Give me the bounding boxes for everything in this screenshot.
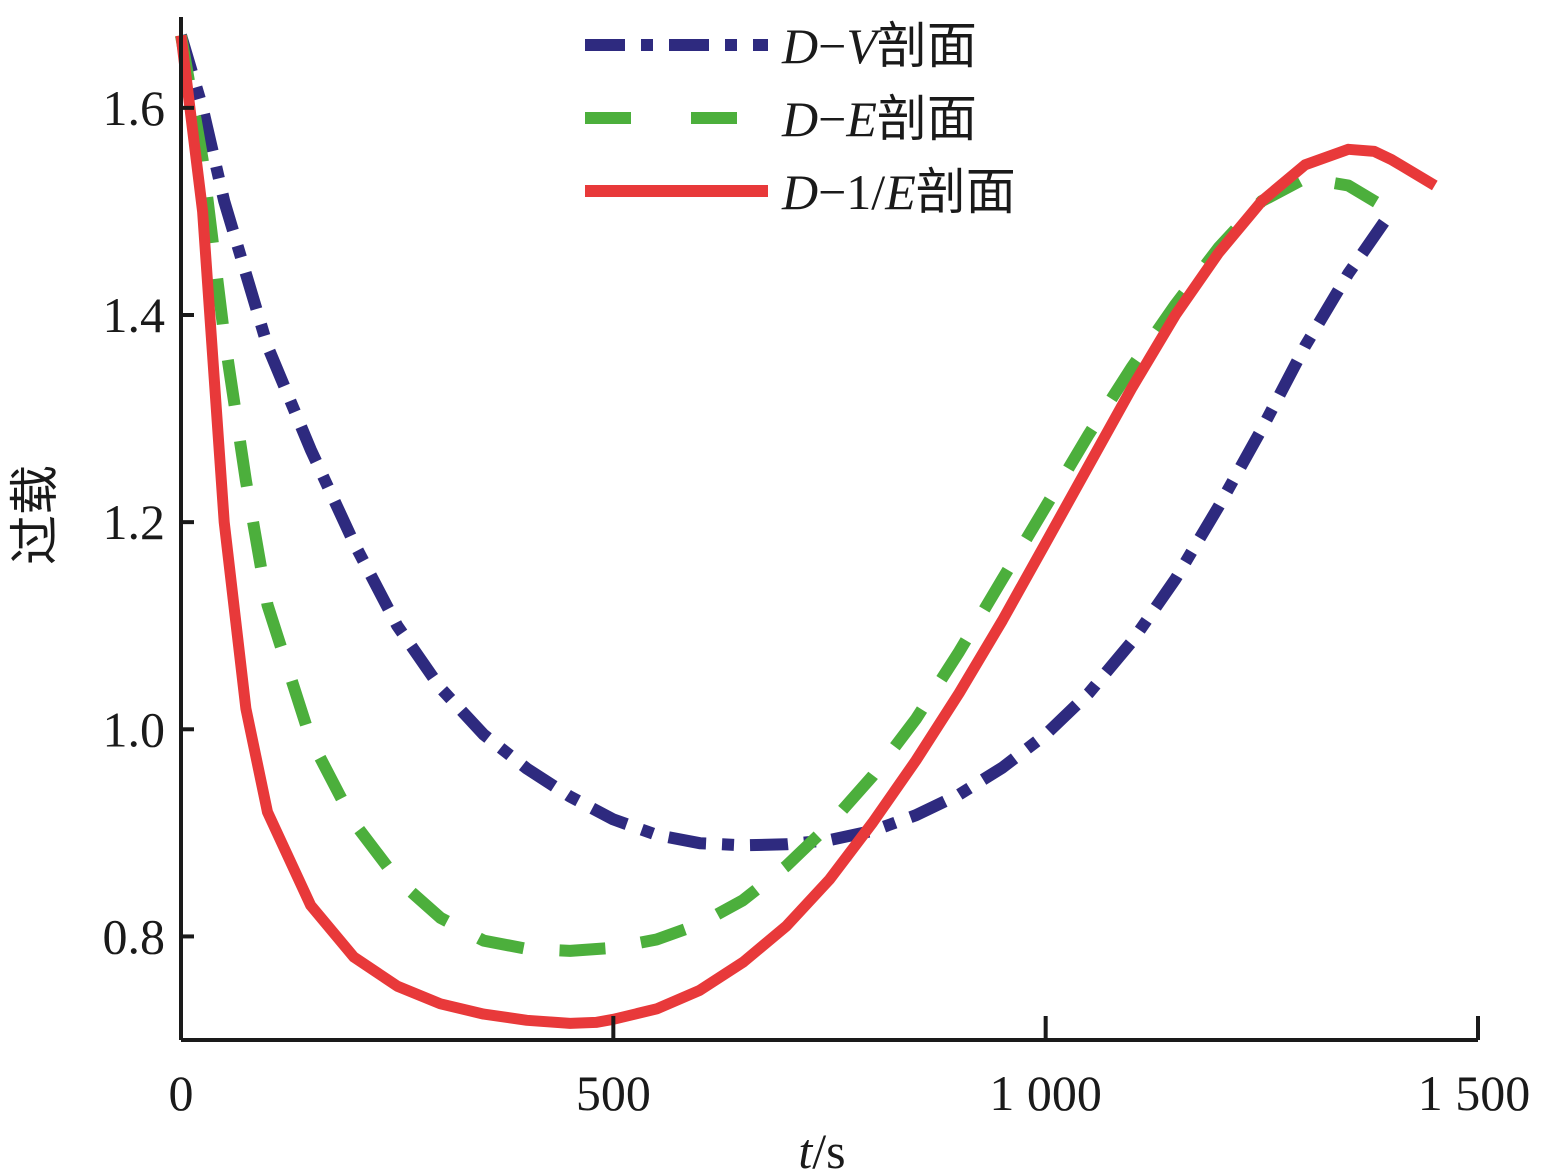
series-line-3 (175, 34, 1438, 1029)
y-tick-label: 0.8 (103, 908, 166, 964)
legend-label-3: D−1/E剖面 (781, 164, 1016, 220)
x-axis-title: t/s (798, 1123, 845, 1173)
legend-label-2: D−E剖面 (781, 91, 977, 147)
series-layer (175, 33, 1438, 1029)
x-tick-label: 500 (576, 1065, 651, 1121)
legend: D−V剖面 D−E剖面 D−1/E剖面 (585, 18, 1016, 220)
series-line-1 (175, 33, 1397, 852)
x-tick-label: 0 (169, 1065, 194, 1121)
ticks: 0.8 1.0 1.2 1.4 1.6 0 500 1 000 1 500 (103, 80, 1531, 1121)
series-line-2 (175, 34, 1395, 957)
y-axis-title: 过载 (7, 465, 63, 565)
legend-label-1: D−V剖面 (781, 18, 977, 74)
y-tick-label: 1.6 (103, 80, 166, 136)
y-tick-label: 1.4 (103, 287, 166, 343)
axes (179, 17, 1478, 1042)
y-tick-label: 1.2 (103, 494, 166, 550)
x-tick-label: 1 000 (989, 1065, 1102, 1121)
y-tick-label: 1.0 (103, 701, 166, 757)
x-tick-label: 1 500 (1418, 1065, 1531, 1121)
